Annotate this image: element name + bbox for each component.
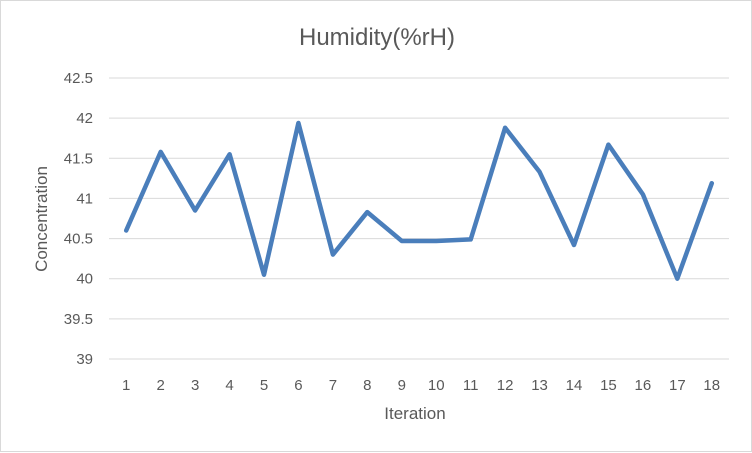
x-tick-label: 7 [329,377,337,394]
x-tick-label: 5 [260,377,268,394]
y-axis-title: Concentration [32,166,51,272]
x-tick-label: 9 [398,377,406,394]
x-tick-label: 6 [294,377,302,394]
x-tick-label: 4 [225,377,233,394]
x-tick-label: 3 [191,377,199,394]
y-tick-label: 39.5 [64,311,93,328]
x-tick-label: 2 [156,377,164,394]
chart-title: Humidity(%rH) [299,24,455,51]
y-tick-label: 41.5 [64,150,93,167]
x-tick-label: 17 [669,377,686,394]
series-group [126,123,712,279]
y-tick-label: 39 [76,351,93,368]
x-tick-label: 1 [122,377,130,394]
x-tick-label: 10 [428,377,445,394]
y-tick-label: 40.5 [64,231,93,248]
x-tick-label: 18 [703,377,720,394]
x-tick-label: 13 [531,377,548,394]
y-tick-label: 42 [76,110,93,127]
x-tick-label: 14 [566,377,583,394]
series-line [126,123,712,279]
x-tick-label: 15 [600,377,617,394]
x-tick-label: 8 [363,377,371,394]
x-tick-label: 16 [635,377,652,394]
y-axis-ticks: 39 39.5 40 40.5 41 41.5 42 42.5 [64,70,93,368]
x-tick-label: 12 [497,377,514,394]
y-tick-label: 40 [76,271,93,288]
x-tick-label: 11 [463,377,479,394]
x-axis-title: Iteration [384,404,445,423]
y-tick-label: 42.5 [64,70,93,87]
y-tick-label: 41 [76,190,93,207]
gridlines [109,78,729,359]
